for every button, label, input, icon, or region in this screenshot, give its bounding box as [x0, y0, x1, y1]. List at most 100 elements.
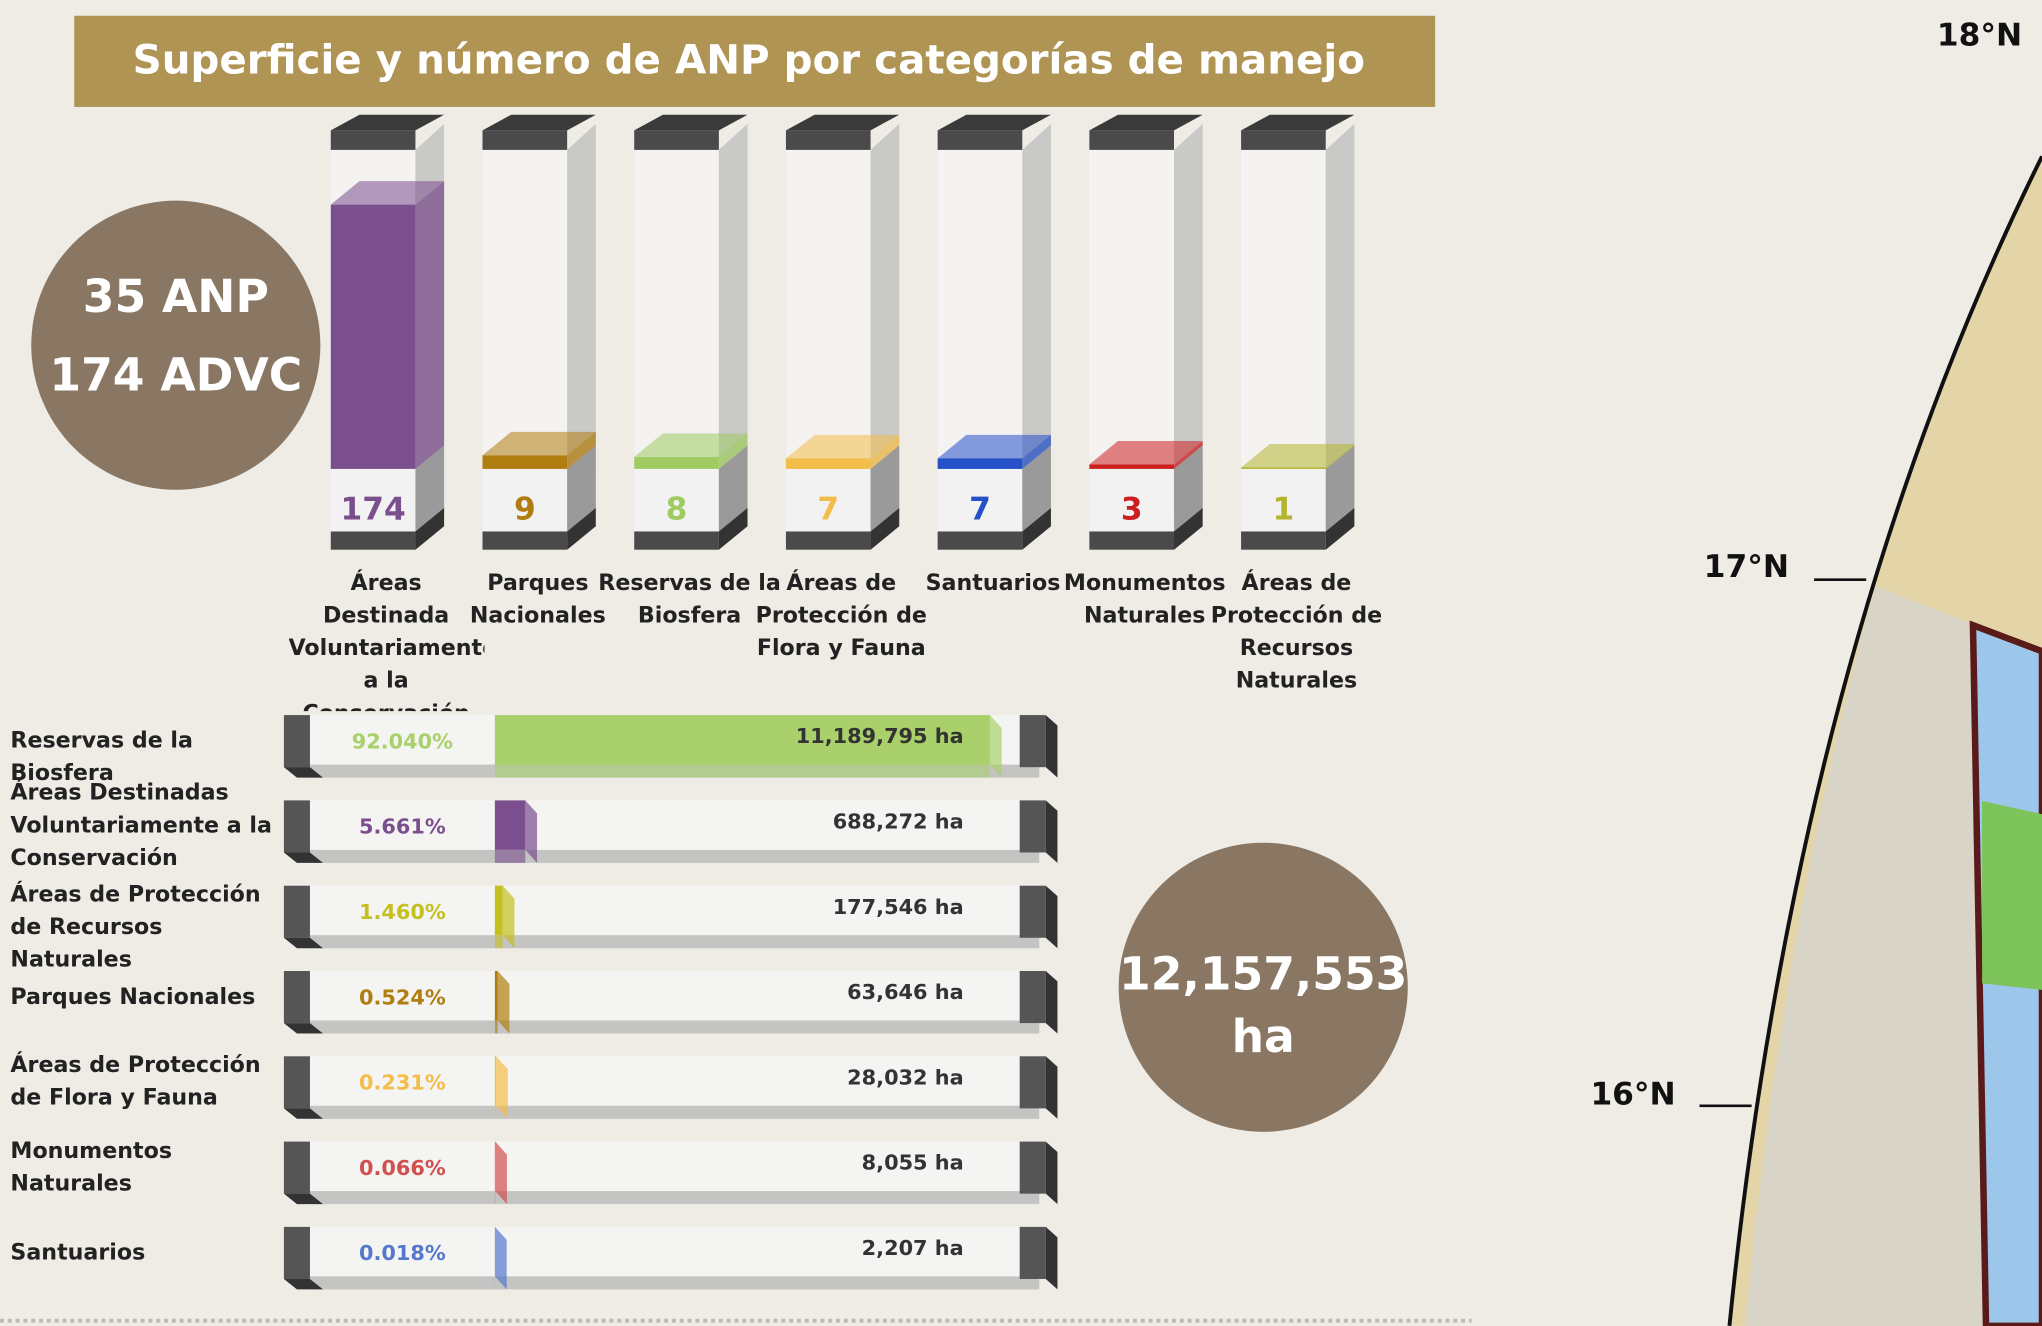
- bar: [482, 455, 568, 469]
- value-label: 688,272 ha: [833, 810, 964, 834]
- tube-base-side: [415, 508, 445, 550]
- value-box: [1241, 468, 1326, 532]
- tube-cap-front: [937, 130, 1023, 150]
- value-box-side: [870, 445, 900, 532]
- bar: [785, 458, 871, 469]
- tube-cap-front: [1241, 130, 1326, 150]
- bar: [494, 970, 498, 1021]
- cap-left: [283, 885, 310, 938]
- anp-count: 35 ANP: [83, 270, 269, 323]
- tube-base: [482, 531, 568, 550]
- value-box: [785, 468, 871, 532]
- cap-right-side: [1045, 1056, 1058, 1119]
- track: [309, 1056, 1020, 1106]
- percentage-label: 0.018%: [359, 1241, 446, 1265]
- anp-circle: [31, 200, 321, 490]
- bar-side: [496, 1056, 508, 1119]
- bar-side: [525, 800, 538, 863]
- total-unit: ha: [1232, 1010, 1295, 1063]
- map-label: 16°N: [1590, 1076, 1675, 1112]
- cap-left: [283, 800, 310, 853]
- bar-side: [495, 1141, 507, 1205]
- bar-bottom: [494, 935, 503, 949]
- category-label: Santuarios: [925, 570, 1061, 597]
- bar-side: [989, 715, 1002, 778]
- category-label: Áreas de Protección de Flora y Fauna: [10, 1052, 261, 1111]
- category-label: Monumentos Naturales: [1063, 570, 1226, 630]
- percentage-label: 1.460%: [359, 900, 446, 924]
- track-bottom: [309, 1191, 1040, 1205]
- label-box: Santuarios: [925, 570, 1061, 597]
- track-bottom: [309, 1105, 1040, 1119]
- label-box: Santuarios: [10, 1240, 145, 1266]
- advc-count: 174 ADVC: [49, 348, 302, 401]
- percentage-label: 0.066%: [359, 1156, 446, 1180]
- cap-left: [283, 715, 310, 768]
- chart-title: Superficie y número de ANP por categoría…: [133, 37, 1365, 84]
- tube-base-side: [870, 508, 900, 550]
- cap-right: [1019, 970, 1046, 1024]
- bar-side: [415, 181, 445, 469]
- value-label: 28,032 ha: [847, 1065, 964, 1089]
- track-bottom: [309, 1020, 1040, 1034]
- cap-left: [283, 1141, 310, 1194]
- tube-base: [1089, 531, 1175, 550]
- category-label: Reservas de la Biosfera: [10, 728, 193, 787]
- tube-cap: [785, 114, 900, 131]
- category-label: Monumentos Naturales: [10, 1137, 173, 1197]
- percentage-label: 0.231%: [359, 1071, 446, 1095]
- tube-base-side: [1325, 508, 1355, 550]
- cap-right: [1019, 715, 1046, 768]
- value-box-side: [718, 445, 748, 532]
- tube-cap: [1241, 114, 1355, 131]
- value-label: 3: [1121, 492, 1143, 528]
- tube-cap: [330, 114, 445, 131]
- tube-base: [785, 531, 871, 550]
- tube-side: [1174, 123, 1203, 535]
- value-box-side: [567, 445, 596, 532]
- tube-side: [870, 123, 900, 535]
- bar-top: [482, 431, 596, 456]
- bar-side: [494, 1226, 507, 1290]
- bar: [937, 458, 1023, 469]
- bar-side: [718, 433, 748, 469]
- cap-left: [283, 1056, 310, 1109]
- category-label: Parques Nacionales: [469, 570, 606, 630]
- track: [309, 970, 1020, 1021]
- bar: [1089, 464, 1175, 469]
- cap-right: [1019, 1141, 1046, 1194]
- label-box: Áreas Destinada Voluntariamente a la Con…: [288, 571, 483, 712]
- cap-right: [1019, 1226, 1046, 1279]
- label-box: Monumentos Naturales: [1063, 570, 1226, 630]
- category-label: Parques Nacionales: [10, 984, 256, 1011]
- percentage-label: 0.524%: [359, 985, 446, 1009]
- tube-base: [634, 531, 719, 550]
- tube-base: [937, 531, 1023, 550]
- bar: [494, 715, 990, 765]
- track: [309, 1226, 1020, 1277]
- label-box: Áreas de Protección de Recursos Naturale…: [1211, 571, 1382, 695]
- value-label: 63,646 ha: [847, 980, 964, 1004]
- tube-cap-front: [1089, 130, 1175, 150]
- tube-side: [718, 123, 748, 535]
- bar-top: [785, 434, 900, 459]
- bar: [494, 1056, 497, 1106]
- label-box: Reservas de la Biosfera: [10, 728, 193, 787]
- bar-bottom: [494, 764, 990, 778]
- category-label: Reservas de la Biosfera: [598, 570, 781, 630]
- bar-top: [634, 433, 748, 457]
- value-box: [482, 468, 568, 532]
- bar: [330, 204, 416, 469]
- tube-cap: [937, 114, 1051, 131]
- label-box: Áreas de Protección de Flora y Fauna: [756, 571, 927, 662]
- value-label: 177,546 ha: [833, 895, 964, 919]
- track-bottom: [309, 1276, 1040, 1290]
- label-box: Áreas Destinadas Voluntariamente a la Co…: [10, 780, 272, 871]
- tube-cap: [634, 114, 748, 131]
- label-box: Áreas de Protección de Flora y Fauna: [10, 1052, 261, 1111]
- tube-base-side: [1022, 508, 1051, 550]
- map: [0, 155, 2042, 1326]
- bar-bottom: [494, 849, 526, 863]
- value-label: 1: [1273, 492, 1295, 528]
- bar: [634, 456, 719, 469]
